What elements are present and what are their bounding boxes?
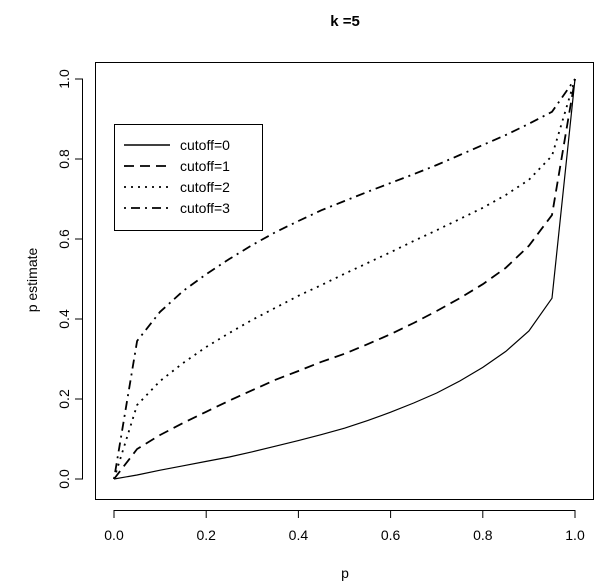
chart-title: k =5 xyxy=(330,13,360,30)
legend-label-0: cutoff=0 xyxy=(180,137,230,153)
y-tick-label: 0.8 xyxy=(56,149,72,169)
y-tick-label: 0.6 xyxy=(56,229,72,249)
x-tick-label: 0.0 xyxy=(104,527,124,543)
y-tick-label: 0.2 xyxy=(56,389,72,409)
legend-box xyxy=(114,124,263,231)
y-tick-label: 0.4 xyxy=(56,309,72,329)
y-axis-label: p estimate xyxy=(24,247,40,312)
x-tick-label: 0.6 xyxy=(381,527,401,543)
plot-frame xyxy=(95,62,594,500)
x-tick-label: 1.0 xyxy=(565,527,585,543)
series-line-3 xyxy=(113,78,576,480)
x-tick-label: 0.8 xyxy=(473,527,493,543)
series-lines xyxy=(113,78,576,480)
legend: cutoff=0 cutoff=1 cutoff=2 cutoff=3 xyxy=(114,124,263,231)
legend-label-3: cutoff=3 xyxy=(180,200,230,216)
x-tick-label: 0.4 xyxy=(289,527,309,543)
y-tick-label: 1.0 xyxy=(56,69,72,89)
x-axis: 0.0 0.2 0.4 0.6 0.8 1.0 xyxy=(104,510,585,543)
x-tick-label: 0.2 xyxy=(196,527,216,543)
series-line-1 xyxy=(113,78,576,480)
y-axis: 0.0 0.2 0.4 0.6 0.8 1.0 xyxy=(56,69,83,489)
legend-label-1: cutoff=1 xyxy=(180,158,230,174)
x-axis-label: p xyxy=(341,565,349,581)
legend-label-2: cutoff=2 xyxy=(180,179,230,195)
series-line-0 xyxy=(113,78,576,480)
y-tick-label: 0.0 xyxy=(56,469,72,489)
